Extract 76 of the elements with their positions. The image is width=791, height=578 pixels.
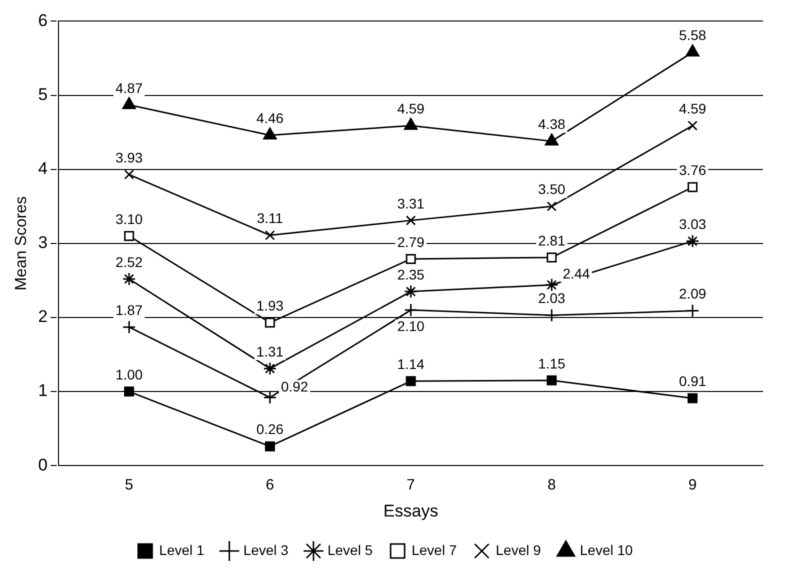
point <box>404 284 418 298</box>
data-label: 2.35 <box>397 266 425 282</box>
data-label: 2.52 <box>115 254 143 270</box>
data-label: 4.59 <box>678 100 706 116</box>
point <box>264 318 275 328</box>
y-tick-label: 1 <box>38 381 48 400</box>
data-label: 3.93 <box>115 149 143 166</box>
point <box>546 201 557 212</box>
point <box>124 386 134 397</box>
point <box>263 128 277 140</box>
y-tick-label: 3 <box>38 233 48 252</box>
data-label: 1.31 <box>256 343 284 360</box>
point <box>406 376 416 386</box>
data-label: 3.50 <box>538 181 566 198</box>
point <box>122 320 136 334</box>
point <box>688 120 698 131</box>
point <box>264 441 275 452</box>
y-tick-label: 4 <box>38 159 48 178</box>
data-label: 1.93 <box>256 298 284 314</box>
data-label: 4.38 <box>538 116 566 132</box>
legend-label: Level 5 <box>327 542 373 558</box>
point <box>686 234 700 248</box>
point <box>406 215 416 226</box>
data-label: 2.10 <box>397 318 425 334</box>
x-tick-label: 8 <box>548 476 556 494</box>
data-label: 2.79 <box>397 234 425 250</box>
y-tick-label: 2 <box>38 307 48 326</box>
point <box>124 231 134 241</box>
point <box>544 278 558 292</box>
x-tick-label: 6 <box>266 476 274 494</box>
point <box>546 375 557 386</box>
point <box>546 252 557 262</box>
data-label: 1.14 <box>397 356 425 372</box>
data-label: 5.58 <box>678 27 706 44</box>
point <box>544 133 559 146</box>
point <box>122 272 136 286</box>
data-label: 1.87 <box>115 302 143 318</box>
point <box>688 182 698 192</box>
data-label: 4.87 <box>115 80 143 96</box>
y-tick-label: 5 <box>38 84 48 104</box>
point <box>686 44 700 57</box>
legend-label: Level 10 <box>580 542 634 558</box>
y-tick-label: 0 <box>38 455 48 474</box>
point <box>124 170 134 180</box>
point <box>264 230 275 240</box>
y-tick-label: 6 <box>38 10 48 30</box>
data-label: 1.15 <box>538 355 566 372</box>
point <box>688 393 698 404</box>
data-label: 2.03 <box>538 290 566 306</box>
x-tick-label: 5 <box>124 476 134 494</box>
legend-label: Level 1 <box>159 542 205 558</box>
data-label: 2.09 <box>678 286 706 302</box>
data-label: 0.91 <box>678 373 706 390</box>
x-tick-label: 9 <box>688 476 697 494</box>
legend-label: Level 7 <box>412 542 457 558</box>
data-label: 2.81 <box>538 232 566 248</box>
point <box>406 254 416 264</box>
point <box>404 118 418 130</box>
legend-label: Level 9 <box>496 542 542 558</box>
y-axis-title: Mean Scores <box>13 196 30 291</box>
data-label: 1.00 <box>115 366 143 382</box>
data-label: 4.46 <box>256 110 284 126</box>
x-axis-title: Essays <box>383 501 438 520</box>
data-label: 3.31 <box>397 195 425 212</box>
data-label: 3.11 <box>256 210 284 226</box>
point <box>122 97 136 110</box>
legend-label: Level 3 <box>243 542 289 558</box>
data-label: 3.76 <box>678 162 706 178</box>
data-label: 3.10 <box>115 210 143 227</box>
data-label: 0.26 <box>256 421 284 438</box>
data-label: 2.44 <box>562 266 590 282</box>
point <box>263 362 277 376</box>
data-label: 0.92 <box>280 378 308 394</box>
data-label: 4.59 <box>397 100 425 116</box>
data-label: 3.03 <box>678 216 706 232</box>
x-tick-label: 7 <box>406 476 415 494</box>
